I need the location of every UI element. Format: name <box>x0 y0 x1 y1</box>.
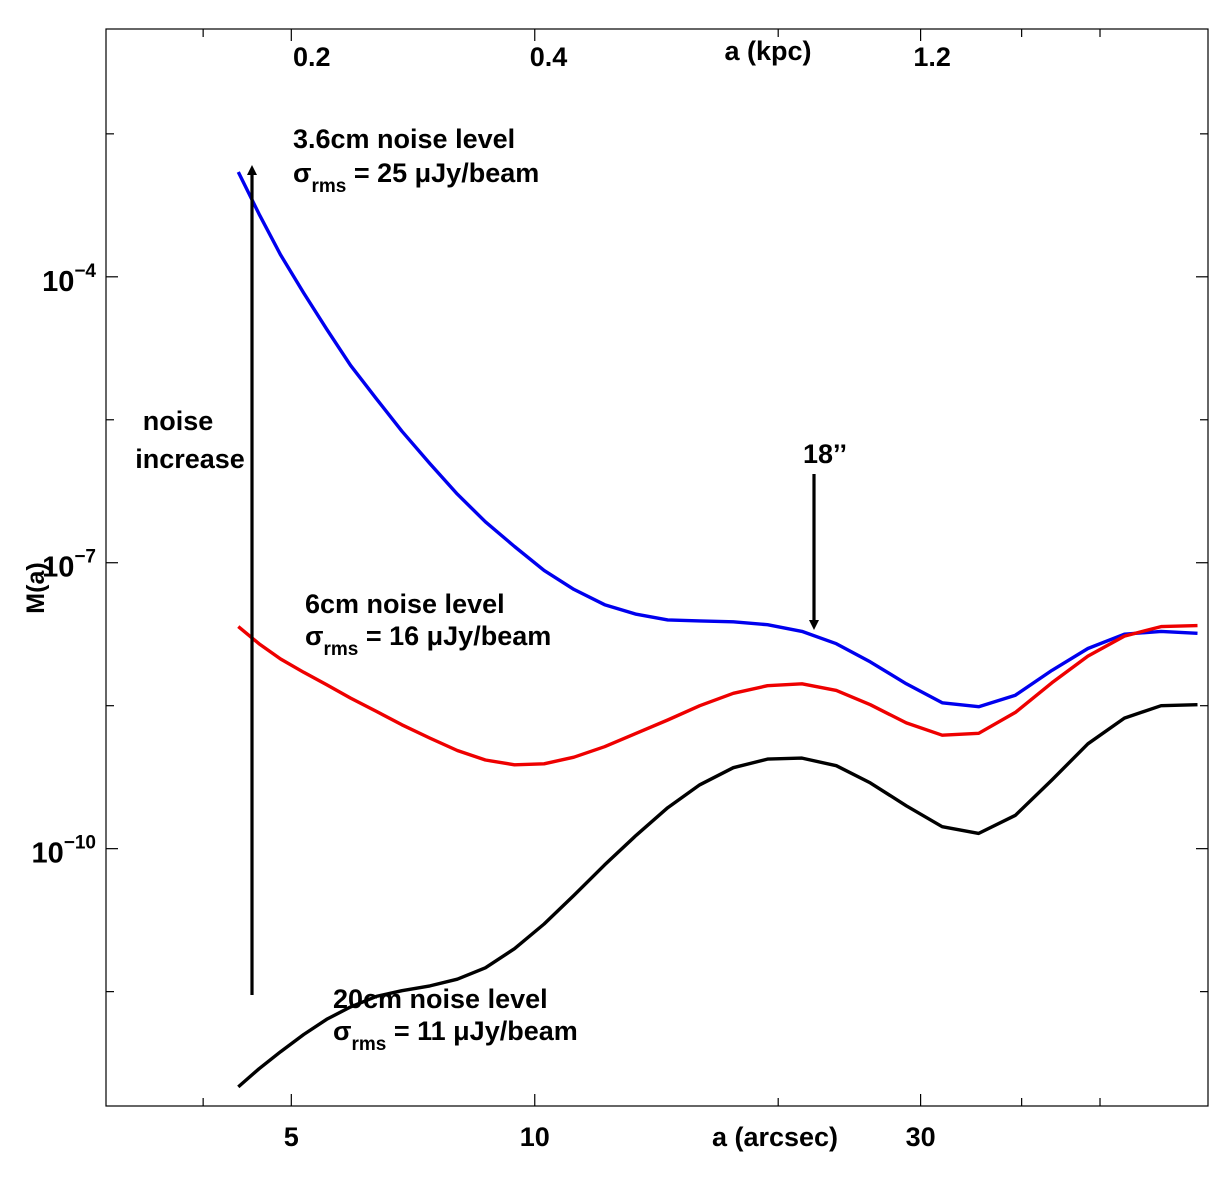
annotation-6cm: 6cm noise level σrms = 16 μJy/beam <box>305 589 551 660</box>
x-tick-label-1: 10 <box>520 1122 550 1152</box>
annotation-3-6cm: 3.6cm noise level σrms = 25 μJy/beam <box>293 124 539 197</box>
x-tick-label-0: 5 <box>284 1122 299 1152</box>
axis-tick-labels: 5 10 30 0.2 0.4 1.2 10−4 10−7 10−10 <box>32 42 951 1152</box>
y-tick-label-1: 10−7 <box>42 547 96 584</box>
annotation-20cm: 20cm noise level σrms = 11 μJy/beam <box>333 984 578 1055</box>
sigma-value: = 11 μJy/beam <box>386 1016 577 1046</box>
y-tick-label-2: 10−10 <box>32 833 97 870</box>
noise-arrow-label-line2: increase <box>135 444 245 474</box>
annotation-6cm-title: 6cm noise level <box>305 589 505 619</box>
annotation-6cm-sigma: σrms = 16 μJy/beam <box>305 621 551 660</box>
series-3-6cm-line <box>236 171 1198 709</box>
top-tick-label-2: 1.2 <box>913 42 951 72</box>
y-tick-label-0: 10−4 <box>42 261 96 298</box>
marker-label: 18’’ <box>803 439 847 469</box>
sigma-subscript: rms <box>311 176 346 197</box>
annotation-3-6cm-sigma: σrms = 25 μJy/beam <box>293 158 539 197</box>
series-6cm-line <box>237 623 1198 767</box>
noise-arrow-label-line1: noise <box>143 406 214 436</box>
series-20cm-line <box>237 703 1198 1089</box>
sigma-symbol: σ <box>293 158 311 188</box>
plot-frame <box>105 28 1209 1107</box>
annotation-3-6cm-title: 3.6cm noise level <box>293 124 515 154</box>
y-axis-label: M(a) <box>22 562 50 613</box>
top-axis-label: a (kpc) <box>724 36 811 66</box>
sigma-value: = 16 μJy/beam <box>358 621 551 651</box>
sigma-value: = 25 μJy/beam <box>346 158 539 188</box>
annotation-20cm-title: 20cm noise level <box>333 984 548 1014</box>
axis-ticks <box>106 29 1208 1106</box>
series-lines <box>236 171 1198 1089</box>
x-tick-label-2: 30 <box>906 1122 936 1152</box>
annotation-20cm-sigma: σrms = 11 μJy/beam <box>333 1016 578 1055</box>
top-tick-label-1: 0.4 <box>530 42 568 72</box>
sigma-symbol: σ <box>305 621 323 651</box>
sigma-symbol: σ <box>333 1016 351 1046</box>
top-tick-label-0: 0.2 <box>293 42 331 72</box>
sigma-subscript: rms <box>351 1034 386 1055</box>
x-axis-label: a (arcsec) <box>712 1122 838 1152</box>
sigma-subscript: rms <box>323 639 358 660</box>
